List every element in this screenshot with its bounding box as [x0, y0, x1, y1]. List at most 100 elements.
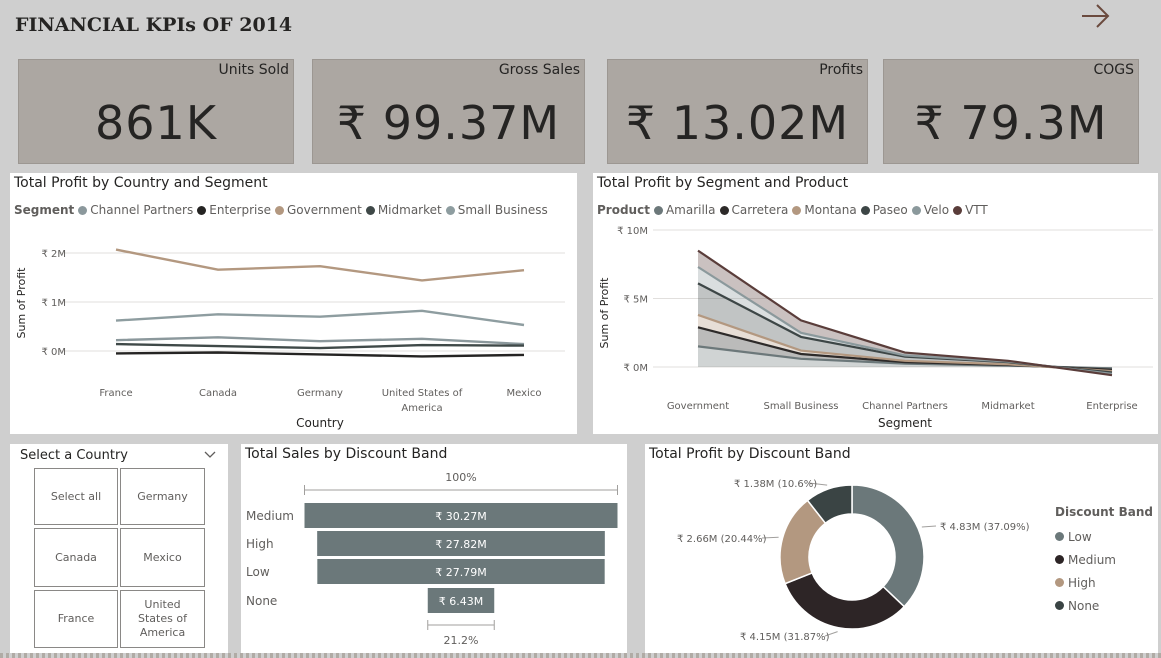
- x-tick-label: Small Business: [763, 401, 838, 412]
- legend-label: Channel Partners: [90, 203, 194, 217]
- bar: [317, 531, 605, 556]
- legend-item[interactable]: Low: [1055, 525, 1153, 548]
- chart-legend: Segment Channel Partners Enterprise Gove…: [14, 203, 552, 217]
- legend-dot: [197, 205, 207, 215]
- legend-label: Paseo: [872, 203, 908, 217]
- slicer-option-united-states[interactable]: United States of America: [120, 590, 205, 648]
- legend-title: Product: [597, 203, 650, 217]
- chevron-down-icon[interactable]: [204, 450, 216, 460]
- legend-dot: [1055, 601, 1064, 610]
- legend-label: Enterprise: [209, 203, 271, 217]
- kpi-label: Units Sold: [218, 62, 289, 78]
- legend-label: VTT: [965, 203, 988, 217]
- legend-item[interactable]: None: [1055, 594, 1153, 617]
- legend-item[interactable]: Government: [274, 203, 362, 217]
- kpi-value: ₹ 79.3M: [914, 96, 1108, 150]
- bar-category-label: Low: [246, 565, 270, 579]
- x-tick-label: Government: [667, 401, 729, 412]
- legend-dot: [1055, 555, 1064, 564]
- x-tick-label: Canada: [199, 388, 237, 399]
- bar: [317, 559, 605, 584]
- chart-title: Total Profit by Country and Segment: [14, 175, 268, 191]
- legend-label: Small Business: [457, 203, 548, 217]
- kpi-label: Gross Sales: [498, 62, 580, 78]
- series-line: [115, 309, 525, 327]
- sales-by-discount-panel[interactable]: Total Sales by Discount Band 100% ₹ 30.27…: [241, 444, 627, 654]
- y-axis-title: Sum of Profit: [15, 267, 28, 339]
- legend-item[interactable]: Medium: [1055, 548, 1153, 571]
- profit-by-country-panel[interactable]: Total Profit by Country and Segment Segm…: [10, 173, 577, 434]
- legend-label: Carretera: [731, 203, 789, 217]
- legend-item[interactable]: Channel Partners: [78, 203, 193, 217]
- x-tick-label: Germany: [297, 388, 343, 399]
- funnel-chart[interactable]: 100% ₹ 30.27M Medium ₹ 27.82M High ₹ 27.79M Lo…: [241, 444, 627, 654]
- x-tick-label: Enterprise: [1086, 401, 1137, 412]
- kpi-card-units-sold: Units Sold 861K: [18, 59, 294, 164]
- country-slicer[interactable]: Select a Country Select all Germany Cana…: [10, 444, 228, 654]
- profit-by-segment-panel[interactable]: Total Profit by Segment and Product Prod…: [593, 173, 1158, 434]
- legend-label: Amarilla: [665, 203, 716, 217]
- kpi-card-profits: Profits ₹ 13.02M: [607, 59, 868, 164]
- legend-item[interactable]: Montana: [792, 203, 857, 217]
- area-chart[interactable]: ₹ 0M ₹ 5M ₹ 10M Government Small Business Cha…: [593, 173, 1158, 434]
- arrow-right-icon[interactable]: [1080, 2, 1112, 30]
- bar: [304, 503, 618, 528]
- legend-dot: [792, 205, 802, 215]
- area-fill: [698, 346, 1112, 369]
- legend-item[interactable]: Midmarket: [365, 203, 442, 217]
- legend-item[interactable]: Carretera: [719, 203, 789, 217]
- slice-data-label: ₹ 2.66M (20.44%): [677, 534, 767, 545]
- series-line: [115, 351, 525, 358]
- legend-label: Low: [1068, 529, 1092, 544]
- kpi-label: COGS: [1093, 62, 1134, 78]
- slicer-option-germany[interactable]: Germany: [120, 468, 205, 525]
- legend-item[interactable]: High: [1055, 571, 1153, 594]
- bar-category-label: Medium: [246, 509, 294, 523]
- kpi-label: Profits: [819, 62, 863, 78]
- x-axis-title: Country: [296, 416, 344, 430]
- kpi-value: 861K: [95, 96, 217, 150]
- y-tick-label: ₹ 5M: [623, 295, 648, 306]
- series-line: [115, 248, 525, 282]
- x-tick-label: United States of: [382, 388, 463, 399]
- label-leader: [921, 525, 937, 528]
- legend-title: Discount Band: [1055, 505, 1153, 519]
- legend-dot: [1055, 532, 1064, 541]
- line-chart[interactable]: ₹ 0M ₹ 1M ₹ 2M France Canada Germany United St…: [10, 173, 577, 434]
- page-title: FINANCIAL KPIs OF 2014: [15, 14, 293, 36]
- legend-title: Segment: [14, 203, 75, 217]
- y-tick-label: ₹ 10M: [617, 226, 648, 237]
- legend-dot: [653, 205, 663, 215]
- legend-item[interactable]: VTT: [953, 203, 988, 217]
- donut-chart[interactable]: ₹ 4.83M (37.09%) ₹ 4.15M (31.87%) ₹ 2.66M …: [645, 444, 1045, 654]
- page-bottom-border: [0, 653, 1161, 658]
- slicer-option-select-all[interactable]: Select all: [34, 468, 118, 525]
- funnel-top-label: 100%: [445, 471, 476, 484]
- bar-value-label: ₹ 27.82M: [435, 538, 486, 551]
- legend-item[interactable]: Paseo: [860, 203, 908, 217]
- legend-item[interactable]: Velo: [911, 203, 949, 217]
- legend-dot: [911, 205, 921, 215]
- legend-label: High: [1068, 575, 1096, 590]
- legend-item[interactable]: Amarilla: [653, 203, 716, 217]
- legend-dot: [78, 205, 88, 215]
- legend-item[interactable]: Enterprise: [197, 203, 271, 217]
- bar-category-label: High: [246, 537, 274, 551]
- y-axis-title: Sum of Profit: [598, 277, 611, 349]
- legend-label: None: [1068, 598, 1100, 613]
- profit-by-discount-panel[interactable]: Total Profit by Discount Band ₹ 4.83M (3…: [645, 444, 1158, 654]
- slice-data-label: ₹ 4.15M (31.87%): [740, 632, 830, 643]
- donut-slice: [806, 484, 853, 525]
- kpi-card-cogs: COGS ₹ 79.3M: [883, 59, 1139, 164]
- legend-item[interactable]: Small Business: [445, 203, 548, 217]
- slicer-option-france[interactable]: France: [34, 590, 118, 648]
- legend-dot: [860, 205, 870, 215]
- bar: [427, 588, 495, 613]
- slicer-option-mexico[interactable]: Mexico: [120, 528, 205, 587]
- slice-data-label: ₹ 4.83M (37.09%): [940, 522, 1030, 533]
- legend-dot: [1055, 578, 1064, 587]
- legend-dot: [274, 205, 284, 215]
- slicer-option-canada[interactable]: Canada: [34, 528, 118, 587]
- legend-label: Government: [286, 203, 362, 217]
- area-fill: [698, 250, 1112, 376]
